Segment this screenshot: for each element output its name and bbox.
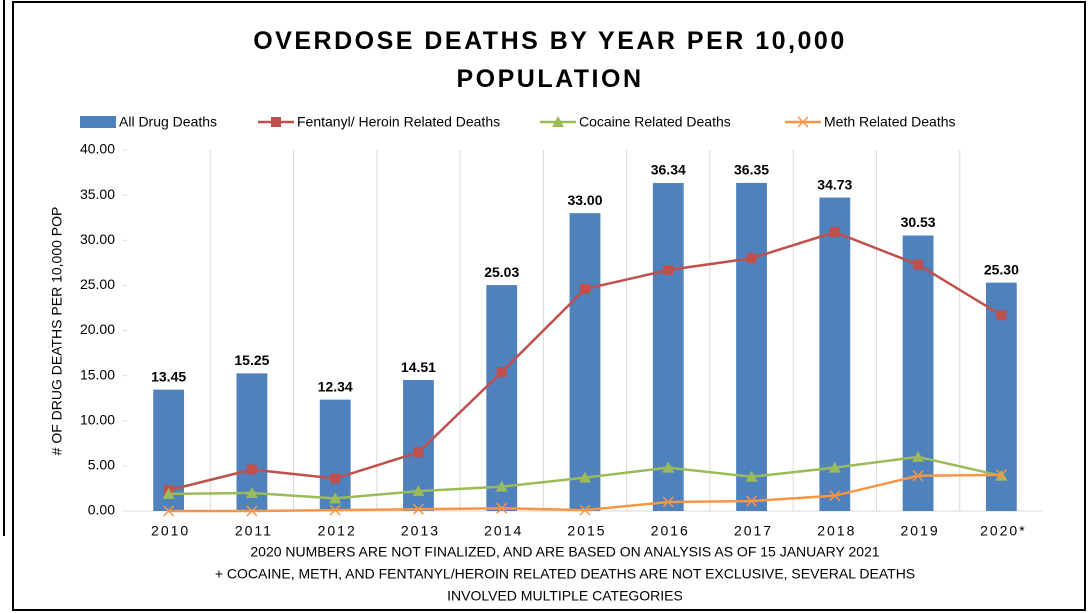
data-label: 36.34 bbox=[651, 162, 686, 178]
point bbox=[746, 253, 757, 264]
legend-label: Meth Related Deaths bbox=[824, 114, 956, 130]
footnote: INVOLVED MULTIPLE CATEGORIES bbox=[447, 588, 683, 604]
point bbox=[163, 505, 175, 517]
x-tick-label: 2011 bbox=[235, 523, 273, 539]
data-label: 15.25 bbox=[234, 352, 269, 368]
point bbox=[329, 492, 342, 504]
point bbox=[746, 495, 758, 507]
bar bbox=[736, 182, 767, 511]
y-tick-label: 20.00 bbox=[80, 321, 115, 337]
point bbox=[663, 265, 674, 276]
x-tick-label: 2015 bbox=[567, 523, 606, 539]
y-tick-label: 5.00 bbox=[88, 457, 115, 473]
legend-swatch bbox=[80, 116, 116, 128]
data-label: 33.00 bbox=[567, 192, 602, 208]
y-tick-label: 10.00 bbox=[80, 411, 115, 427]
data-label: 34.73 bbox=[817, 176, 852, 192]
point bbox=[579, 471, 591, 483]
x-tick-label: 2019 bbox=[901, 523, 940, 539]
bar bbox=[819, 197, 851, 511]
frame bbox=[12, 1, 1086, 611]
legend-label: All Drug Deaths bbox=[119, 114, 217, 130]
legend-marker bbox=[271, 117, 281, 127]
point bbox=[829, 490, 841, 502]
footnote: 2020 NUMBERS ARE NOT FINALIZED, AND ARE … bbox=[250, 544, 879, 560]
data-label: 25.03 bbox=[484, 264, 519, 280]
x-tick-label: 2016 bbox=[651, 523, 690, 539]
y-tick-label: 25.00 bbox=[80, 276, 115, 292]
bar bbox=[486, 285, 518, 511]
y-tick-label: 15.00 bbox=[80, 366, 115, 382]
point bbox=[496, 502, 508, 514]
point bbox=[913, 259, 924, 270]
point bbox=[828, 461, 841, 473]
point bbox=[329, 504, 341, 516]
point bbox=[995, 469, 1007, 481]
legend-label: Fentanyl/ Heroin Related Deaths bbox=[297, 114, 500, 130]
x-tick-label: 2018 bbox=[817, 523, 856, 539]
legend-label: Cocaine Related Deaths bbox=[579, 114, 731, 130]
point bbox=[496, 367, 507, 378]
data-label: 13.45 bbox=[151, 368, 186, 384]
bar bbox=[652, 183, 684, 511]
point bbox=[412, 485, 425, 497]
data-label: 30.53 bbox=[901, 214, 936, 230]
point bbox=[330, 473, 341, 484]
point bbox=[412, 503, 424, 515]
point bbox=[495, 480, 508, 492]
point bbox=[413, 447, 424, 458]
y-tick-label: 35.00 bbox=[80, 186, 115, 202]
y-tick-label: 40.00 bbox=[80, 141, 115, 157]
x-tick-label: 2020* bbox=[980, 523, 1027, 539]
data-label: 25.30 bbox=[984, 261, 1019, 277]
bar bbox=[902, 235, 934, 512]
point bbox=[745, 470, 758, 482]
x-tick-label: 2012 bbox=[318, 523, 357, 539]
point bbox=[579, 504, 591, 516]
y-tick-label: 30.00 bbox=[80, 231, 115, 247]
data-label: 14.51 bbox=[401, 359, 436, 375]
bar bbox=[569, 213, 601, 512]
y-tick-label: 0.00 bbox=[88, 502, 115, 518]
point bbox=[662, 461, 675, 473]
point bbox=[996, 310, 1007, 321]
point bbox=[245, 486, 258, 498]
point bbox=[829, 227, 840, 238]
data-label: 12.34 bbox=[318, 378, 353, 394]
x-tick-label: 2014 bbox=[484, 523, 523, 539]
chart-title: OVERDOSE DEATHS BY YEAR PER 10,000 POPUL… bbox=[253, 27, 847, 93]
point bbox=[580, 283, 590, 294]
point bbox=[246, 464, 257, 475]
legend-marker bbox=[552, 116, 564, 127]
point bbox=[162, 487, 175, 499]
footnote: + COCAINE, METH, AND FENTANYL/HEROIN REL… bbox=[215, 566, 915, 582]
x-tick-label: 2010 bbox=[151, 523, 190, 539]
y-axis-label: # OF DRUG DEATHS PER 10,000 POP bbox=[49, 207, 65, 456]
point bbox=[912, 450, 925, 462]
legend-marker bbox=[797, 116, 809, 128]
data-label: 36.35 bbox=[734, 162, 769, 178]
point bbox=[246, 505, 258, 517]
point bbox=[662, 496, 674, 508]
x-tick-label: 2013 bbox=[401, 523, 440, 539]
x-tick-label: 2017 bbox=[734, 523, 773, 539]
point bbox=[912, 470, 924, 482]
